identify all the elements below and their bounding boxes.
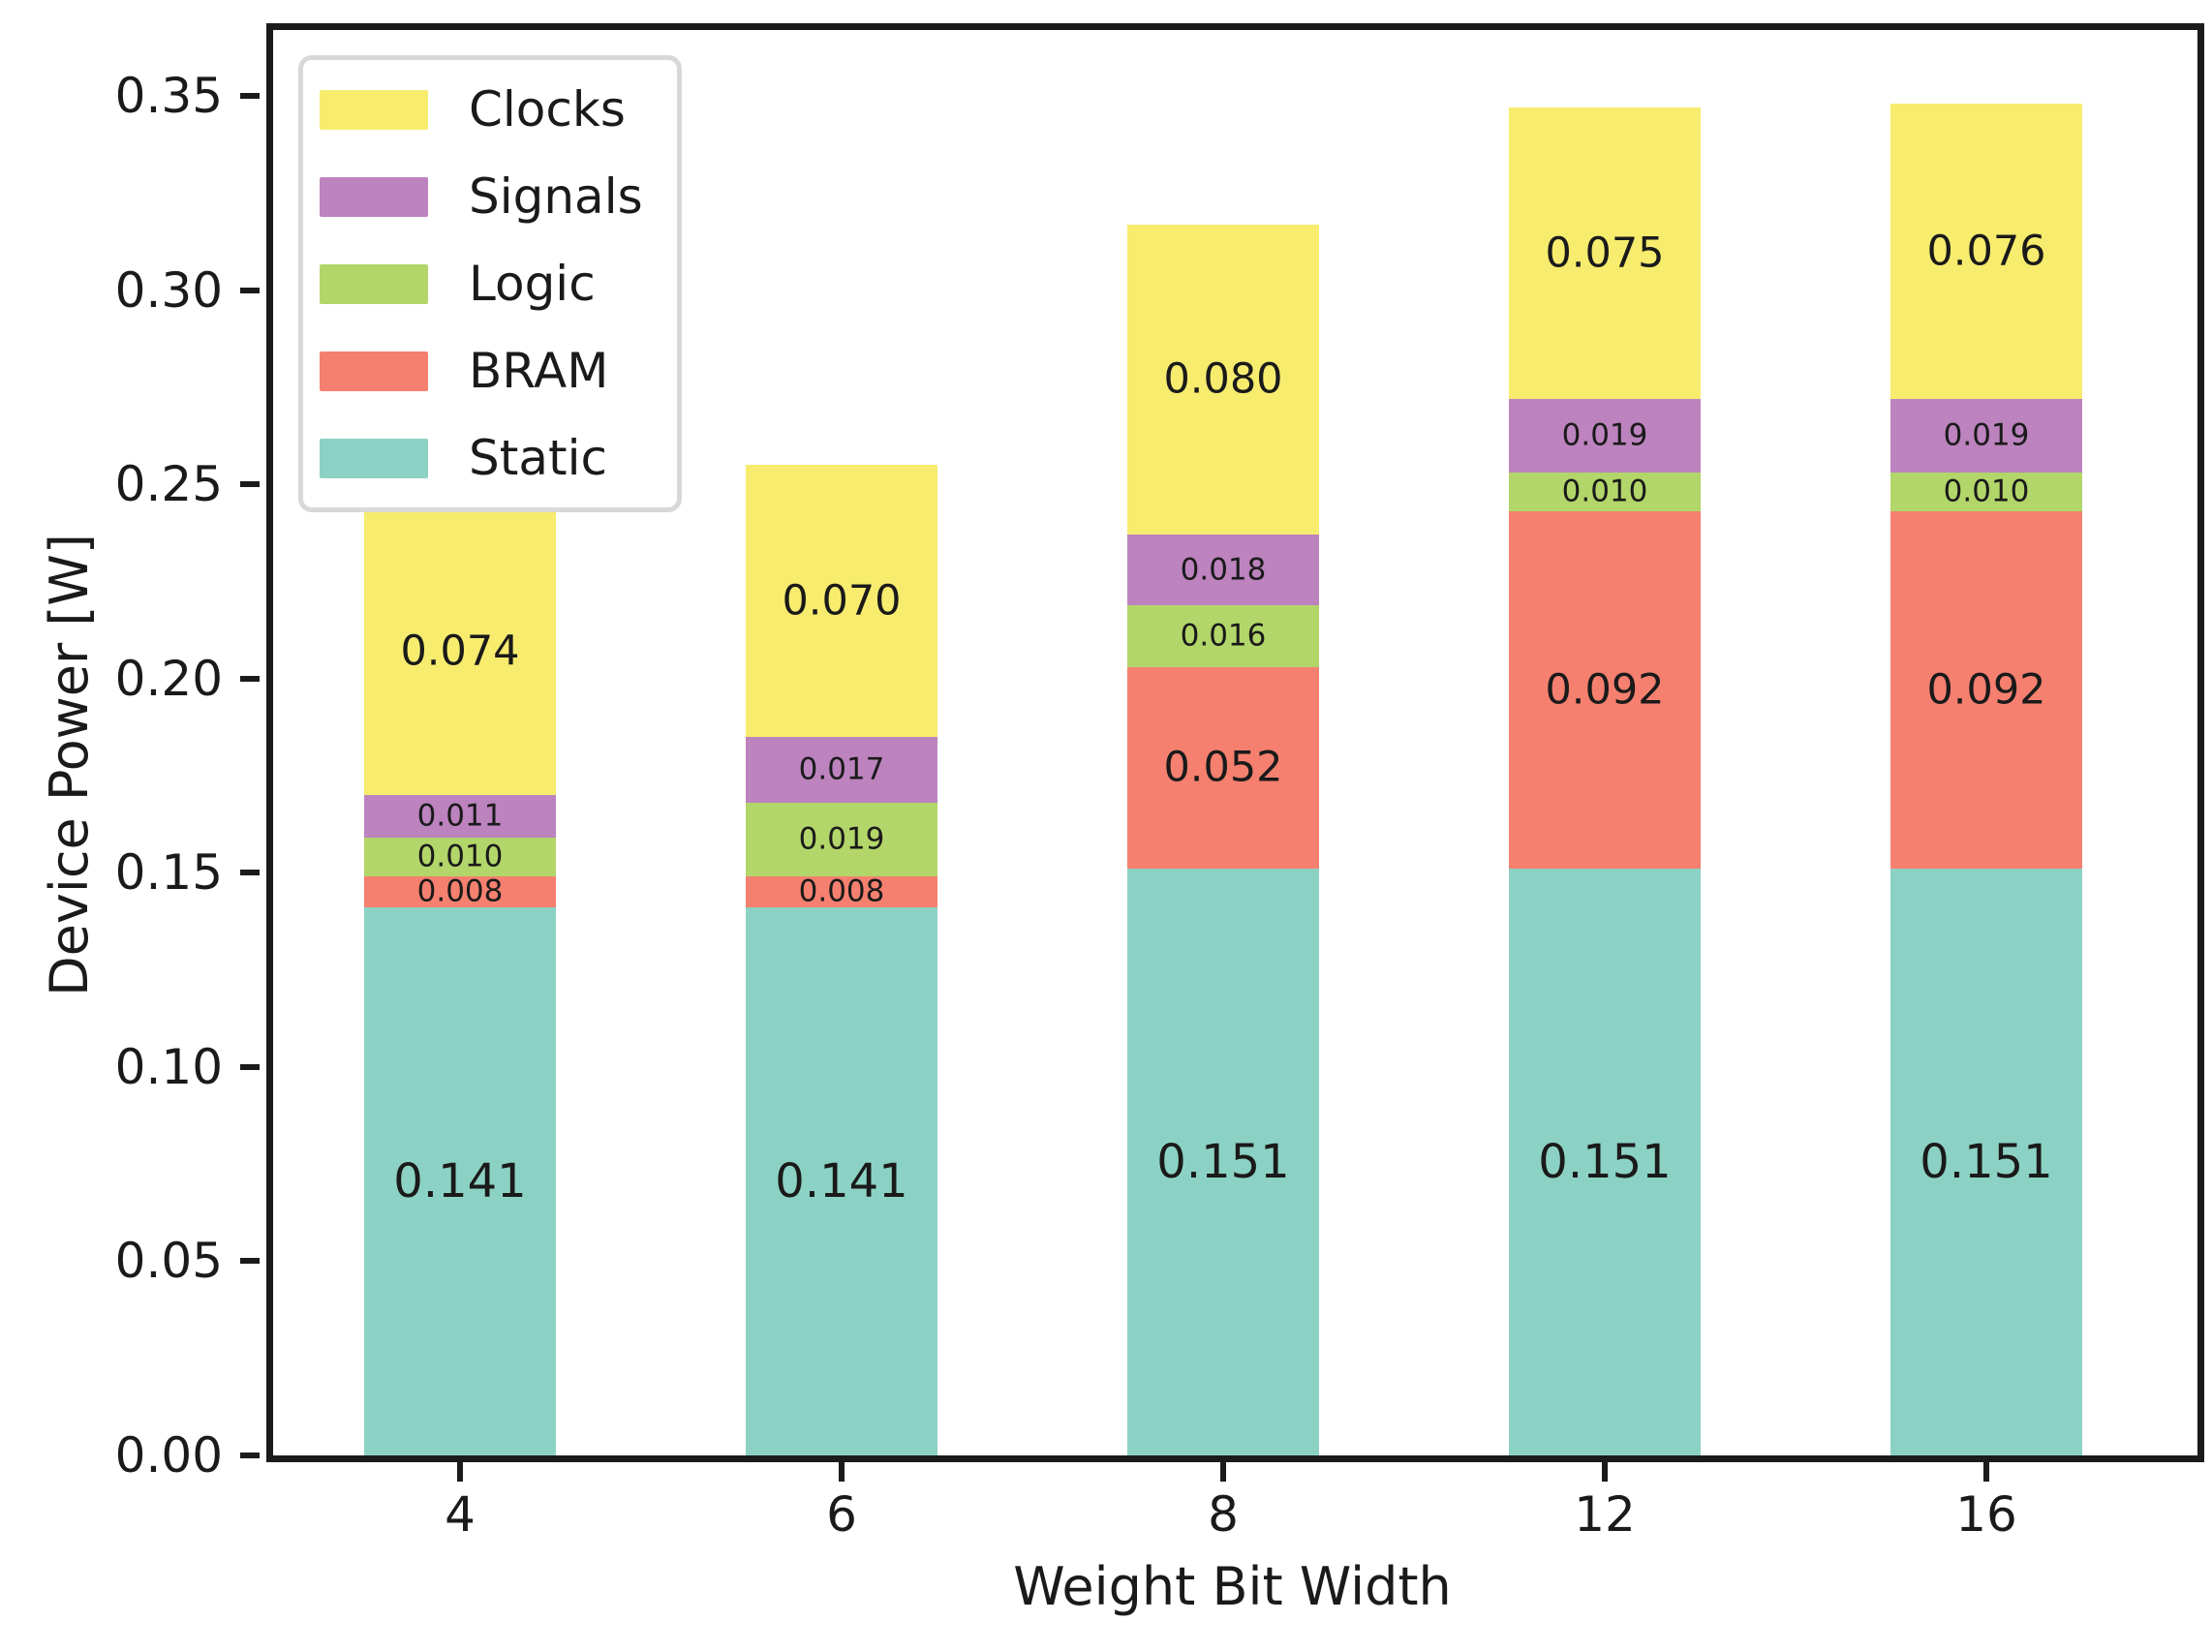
- bar-segment-label: 0.141: [775, 1154, 908, 1209]
- bar-segment-logic: [1127, 604, 1319, 667]
- legend-swatch-bram: [320, 351, 428, 391]
- bar-segment-static: [746, 907, 937, 1455]
- bar-segment-label: 0.017: [798, 751, 885, 787]
- bar-segment-signals: [1509, 399, 1701, 474]
- legend-swatch-clocks: [320, 89, 428, 130]
- legend-swatch-signals: [320, 176, 428, 217]
- bar-segment-label: 0.141: [393, 1154, 527, 1209]
- bar-segment-clocks: [364, 507, 556, 796]
- bar-segment-bram: [746, 876, 937, 908]
- y-axis-title: Device Power [W]: [39, 534, 100, 996]
- legend-swatch-static: [320, 438, 428, 478]
- legend-label: Clocks: [469, 81, 626, 138]
- legend-entry-clocks: Clocks: [320, 85, 677, 134]
- bar-segment-logic: [746, 803, 937, 877]
- bar-segment-label: 0.074: [400, 627, 520, 676]
- plot-inner: 0.00 0.05 0.10 0.15 0.20 0.25 0.30 0.35 4 0.141 0.…: [115, 30, 2197, 1539]
- bar-segment-bram: [1509, 511, 1701, 870]
- plot-area: 0.00 0.05 0.10 0.15 0.20 0.25 0.30 0.35 4 0.141 0.…: [115, 23, 2204, 1539]
- y-tick: [240, 870, 260, 876]
- y-tick-label: 0.30: [114, 261, 223, 319]
- y-tick-label: 0.15: [114, 844, 223, 902]
- y-tick-label: 0.25: [114, 456, 223, 513]
- bar-segment-label: 0.075: [1545, 229, 1665, 278]
- legend-label: Static: [469, 430, 607, 486]
- legend-entry-signals: Signals: [320, 172, 677, 221]
- legend-label: Signals: [469, 168, 643, 225]
- bar-segment-label: 0.018: [1180, 552, 1267, 588]
- x-tick-label: 6: [826, 1486, 857, 1543]
- y-tick: [240, 287, 260, 293]
- y-tick-label: 0.35: [114, 68, 223, 125]
- bar-segment-label: 0.151: [1538, 1135, 1672, 1190]
- legend-label: BRAM: [469, 343, 609, 399]
- bar-segment-static: [364, 907, 556, 1455]
- bar-segment-label: 0.070: [782, 576, 902, 626]
- bar-segment-label: 0.052: [1163, 743, 1283, 792]
- y-tick: [240, 675, 260, 682]
- bar-segment-logic: [364, 838, 556, 877]
- bar-segment-label: 0.010: [1943, 474, 2030, 509]
- x-tick-label: 4: [445, 1486, 476, 1543]
- bar-segment-bram: [1890, 511, 2082, 870]
- bar-segment-signals: [746, 737, 937, 804]
- x-tick: [1220, 1462, 1226, 1482]
- bar-segment-label: 0.151: [1156, 1135, 1290, 1190]
- bar-segment-label: 0.011: [416, 798, 504, 834]
- bar-segment-signals: [1890, 399, 2082, 474]
- bar-segment-bram: [1127, 666, 1319, 870]
- bar-segment-label: 0.019: [1561, 417, 1648, 453]
- legend-entry-bram: BRAM: [320, 347, 677, 395]
- y-tick-label: 0.05: [114, 1233, 223, 1290]
- x-tick: [1602, 1462, 1608, 1482]
- y-tick-label: 0.10: [114, 1038, 223, 1095]
- bar-segment-label: 0.019: [1943, 417, 2030, 453]
- x-tick-label: 8: [1208, 1486, 1239, 1543]
- bar-segment-label: 0.151: [1920, 1135, 2053, 1190]
- bar-segment-label: 0.010: [416, 839, 504, 874]
- legend-entry-static: Static: [320, 434, 677, 482]
- y-tick-label: 0.00: [114, 1427, 223, 1484]
- x-tick: [839, 1462, 845, 1482]
- legend: Clocks Signals Logic BRAM Static: [298, 55, 682, 512]
- bar-segment-logic: [1890, 473, 2082, 512]
- bar-segment-clocks: [1890, 104, 2082, 400]
- bar-segment-label: 0.092: [1545, 665, 1665, 715]
- x-tick: [457, 1462, 463, 1482]
- x-tick-label: 12: [1574, 1486, 1636, 1543]
- x-tick: [1983, 1462, 1989, 1482]
- bar-segment-label: 0.010: [1561, 474, 1648, 509]
- y-tick: [240, 1258, 260, 1265]
- bar-segment-signals: [1127, 535, 1319, 605]
- y-tick-label: 0.20: [114, 650, 223, 707]
- bar-segment-signals: [364, 795, 556, 839]
- bar-segment-clocks: [1509, 107, 1701, 400]
- bar-segment-static: [1509, 869, 1701, 1455]
- x-axis-title: Weight Bit Width: [1013, 1556, 1452, 1617]
- bar-segment-label: 0.019: [798, 821, 885, 857]
- bar-segment-clocks: [1127, 224, 1319, 535]
- bar-segment-label: 0.092: [1926, 665, 2046, 715]
- bar-segment-static: [1127, 869, 1319, 1455]
- legend-entry-logic: Logic: [320, 260, 677, 308]
- y-tick: [240, 1453, 260, 1458]
- y-tick: [240, 93, 260, 100]
- bar-segment-label: 0.016: [1180, 618, 1267, 654]
- bar-segment-static: [1890, 869, 2082, 1455]
- y-tick: [240, 481, 260, 488]
- bar-segment-label: 0.080: [1163, 354, 1283, 404]
- bar-segment-label: 0.076: [1926, 227, 2046, 276]
- legend-swatch-logic: [320, 263, 428, 304]
- x-tick-label: 16: [1955, 1486, 2017, 1543]
- legend-label: Logic: [469, 256, 596, 312]
- bar-segment-clocks: [746, 465, 937, 737]
- y-tick: [240, 1063, 260, 1070]
- bar-segment-label: 0.008: [798, 873, 885, 909]
- bar-segment-label: 0.008: [416, 873, 504, 909]
- bar-segment-logic: [1509, 473, 1701, 512]
- bar-segment-bram: [364, 876, 556, 908]
